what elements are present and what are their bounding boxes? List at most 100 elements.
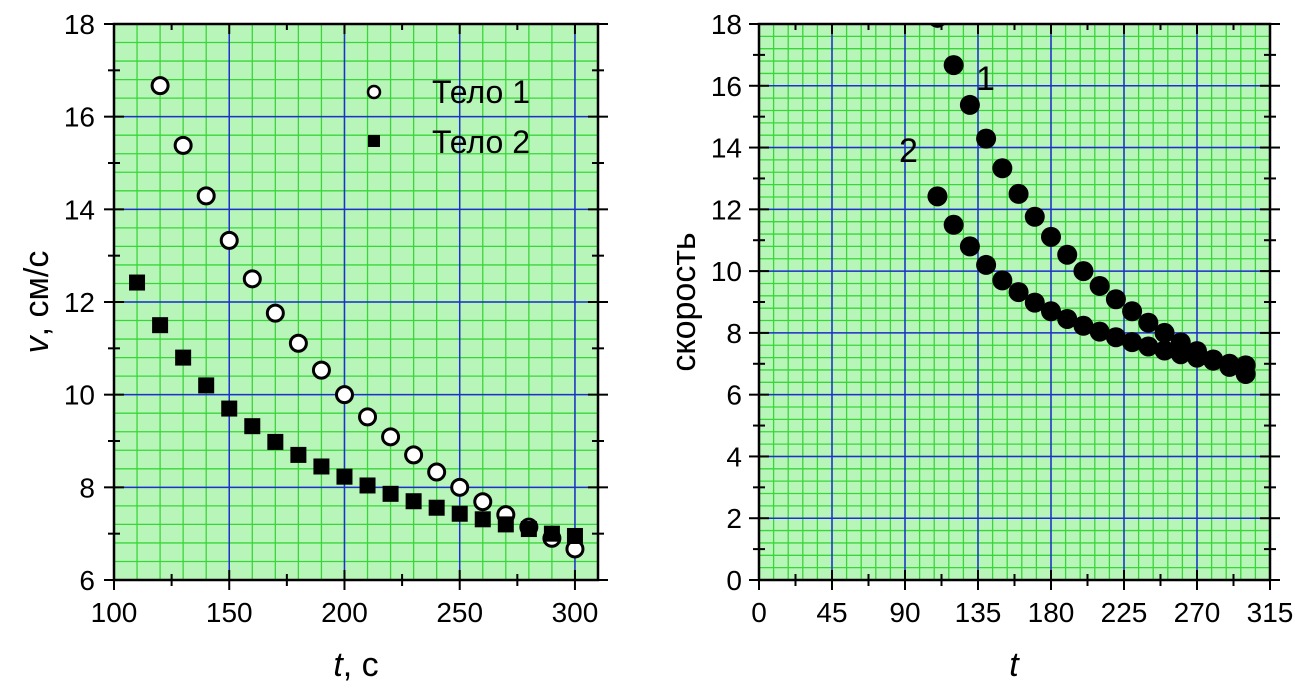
legend: Тело 1 Тело 2 bbox=[366, 74, 530, 160]
data-point-filled-circle bbox=[959, 236, 980, 257]
data-point-filled-circle bbox=[1089, 321, 1110, 342]
data-point-open-circle bbox=[265, 303, 285, 323]
data-point-open-circle bbox=[311, 360, 331, 380]
x-tick-label: 300 bbox=[552, 597, 599, 628]
data-point-open-circle bbox=[450, 477, 470, 497]
data-point-filled-circle bbox=[1122, 301, 1143, 322]
y-tick-label: 0 bbox=[726, 565, 742, 596]
data-point-filled-circle bbox=[959, 94, 980, 115]
data-point-filled-square bbox=[221, 400, 238, 417]
data-point-filled-circle bbox=[1024, 292, 1045, 313]
data-point-filled-circle bbox=[1170, 344, 1191, 365]
y-axis-title: скорость bbox=[665, 232, 703, 371]
x-tick-label: 45 bbox=[816, 597, 847, 628]
data-markers bbox=[927, 24, 1256, 384]
data-point-filled-circle bbox=[1057, 244, 1078, 265]
plot-frame bbox=[112, 22, 600, 582]
x-tick-label: 250 bbox=[436, 597, 483, 628]
y-tick-label: 12 bbox=[64, 287, 95, 318]
data-point-filled-square bbox=[244, 418, 261, 435]
tick-labels: 100 150 200 250 300 6 8 10 12 14 16 18 bbox=[64, 9, 598, 628]
y-axis-title: v, см/с bbox=[18, 251, 56, 354]
data-point-open-circle bbox=[219, 230, 239, 250]
y-axis-title-italic: v bbox=[18, 334, 56, 353]
y-tick-label: 2 bbox=[726, 503, 742, 534]
data-point-filled-square bbox=[175, 349, 192, 366]
x-tick-label: 200 bbox=[321, 597, 368, 628]
data-point-filled-circle bbox=[1235, 355, 1256, 376]
data-point-filled-circle bbox=[1122, 332, 1143, 353]
plot-area bbox=[759, 24, 1270, 580]
y-tick-label: 16 bbox=[711, 71, 742, 102]
data-point-filled-square bbox=[290, 446, 307, 463]
data-point-filled-square bbox=[543, 525, 560, 542]
y-tick-label: 18 bbox=[711, 9, 742, 40]
legend-label-series-2: Тело 2 bbox=[432, 124, 530, 160]
data-point-filled-circle bbox=[1154, 322, 1175, 343]
annotation-label-2: 2 bbox=[899, 132, 918, 170]
left-chart-panel: 100 150 200 250 300 6 8 10 12 14 16 18 t, с v, см/с Те… bbox=[18, 9, 608, 684]
y-tick-label: 6 bbox=[79, 565, 95, 596]
data-point-filled-circle bbox=[1041, 301, 1061, 322]
x-tick-label: 150 bbox=[206, 597, 253, 628]
series-2 bbox=[927, 186, 1256, 376]
data-markers bbox=[129, 76, 585, 559]
series-2 bbox=[129, 274, 583, 544]
data-point-filled-circle bbox=[1154, 340, 1175, 361]
legend-marker-filled-square bbox=[368, 135, 380, 147]
data-point-filled-circle bbox=[927, 186, 948, 207]
data-point-filled-square bbox=[267, 433, 284, 450]
y-tick-label: 16 bbox=[64, 102, 95, 133]
data-point-open-circle bbox=[196, 186, 216, 206]
x-tick-label: 90 bbox=[889, 597, 920, 628]
data-point-filled-square bbox=[198, 377, 215, 394]
data-point-filled-circle bbox=[976, 128, 997, 149]
x-tick-label: 270 bbox=[1174, 597, 1221, 628]
data-point-filled-circle bbox=[929, 24, 946, 28]
data-point-filled-circle bbox=[1187, 347, 1207, 368]
data-point-open-circle bbox=[381, 427, 401, 447]
data-point-filled-square bbox=[566, 527, 583, 544]
annotation-label-1: 1 bbox=[976, 60, 995, 98]
data-point-filled-circle bbox=[1105, 289, 1126, 310]
data-point-filled-circle bbox=[1138, 312, 1159, 333]
y-tick-label: 12 bbox=[711, 194, 742, 225]
x-axis-title: t, с bbox=[333, 646, 378, 684]
right-chart-panel: 0 45 90 135 180 225 270 315024681012141618tскор… bbox=[665, 9, 1294, 684]
data-point-open-circle bbox=[242, 269, 262, 289]
data-point-filled-square bbox=[474, 511, 491, 528]
data-point-filled-circle bbox=[1057, 308, 1078, 329]
x-tick-label: 100 bbox=[91, 597, 138, 628]
x-tick-label: 315 bbox=[1247, 597, 1294, 628]
data-point-filled-circle bbox=[1008, 183, 1029, 204]
data-point-filled-circle bbox=[992, 270, 1013, 291]
data-point-filled-square bbox=[129, 274, 146, 291]
y-axis-title-rest: , см/с bbox=[18, 251, 56, 337]
data-point-filled-circle bbox=[1073, 261, 1094, 282]
y-tick-label: 6 bbox=[726, 380, 742, 411]
x-axis-title: t bbox=[1009, 646, 1020, 684]
data-point-filled-circle bbox=[976, 254, 997, 275]
data-point-filled-square bbox=[382, 485, 399, 502]
data-point-open-circle bbox=[404, 445, 424, 465]
y-tick-label: 10 bbox=[64, 380, 95, 411]
y-tick-label: 4 bbox=[726, 441, 742, 472]
y-tick-label: 18 bbox=[64, 9, 95, 40]
x-tick-label: 180 bbox=[1028, 597, 1075, 628]
y-tick-label: 14 bbox=[711, 133, 742, 164]
data-point-filled-square bbox=[359, 477, 376, 494]
y-tick-label: 14 bbox=[64, 194, 95, 225]
data-point-filled-circle bbox=[943, 55, 964, 76]
data-point-filled-circle bbox=[1219, 353, 1240, 374]
x-axis-title-italic: t bbox=[1009, 646, 1020, 684]
x-axis-title-rest: , с bbox=[343, 646, 379, 684]
data-point-filled-square bbox=[451, 505, 468, 522]
legend-label-series-1: Тело 1 bbox=[432, 74, 530, 110]
data-point-open-circle bbox=[473, 492, 493, 512]
data-point-filled-circle bbox=[1138, 336, 1159, 357]
series-1 bbox=[150, 76, 585, 559]
data-point-filled-square bbox=[152, 317, 169, 334]
data-point-filled-circle bbox=[1008, 282, 1029, 303]
y-tick-label: 10 bbox=[711, 256, 742, 287]
